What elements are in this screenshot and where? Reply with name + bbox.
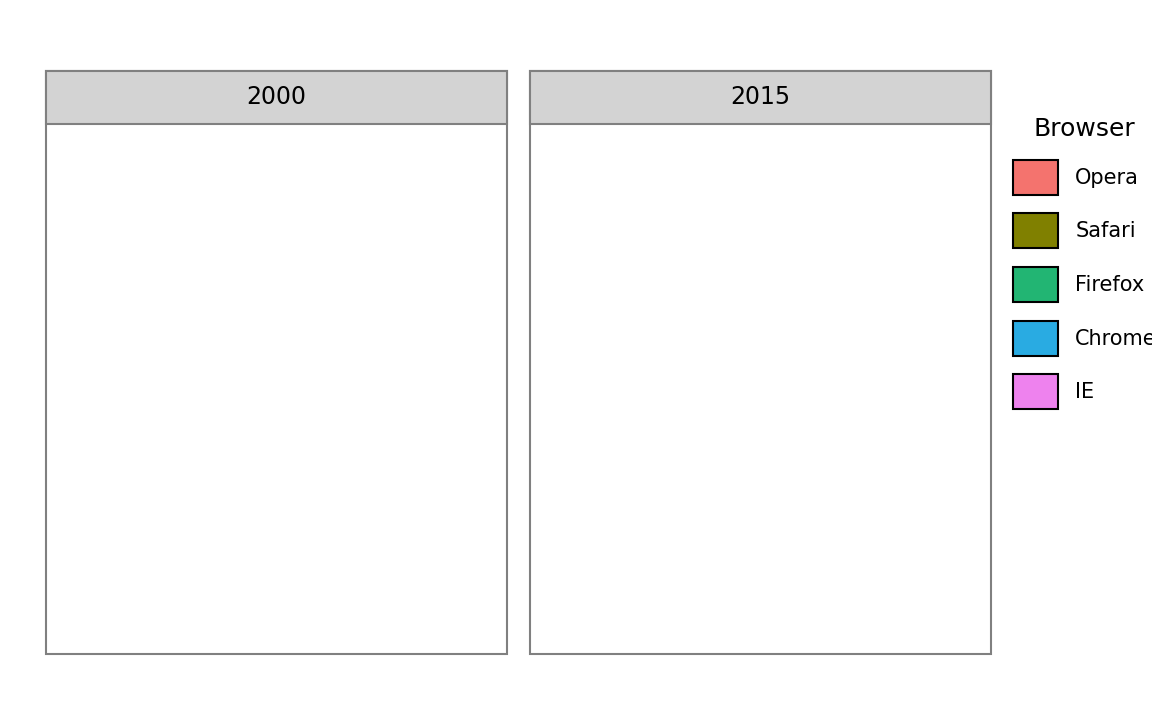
Wedge shape	[681, 389, 918, 555]
Wedge shape	[127, 223, 276, 389]
Wedge shape	[594, 338, 760, 534]
Wedge shape	[760, 223, 811, 389]
Text: 2000: 2000	[247, 85, 306, 109]
Wedge shape	[276, 223, 327, 389]
Wedge shape	[111, 319, 276, 539]
Wedge shape	[602, 223, 760, 389]
Legend: Opera, Safari, Firefox, Chrome, IE: Opera, Safari, Firefox, Chrome, IE	[1013, 117, 1152, 410]
Wedge shape	[276, 231, 442, 440]
Wedge shape	[206, 389, 434, 555]
Text: 2015: 2015	[730, 85, 790, 109]
Wedge shape	[760, 231, 926, 440]
